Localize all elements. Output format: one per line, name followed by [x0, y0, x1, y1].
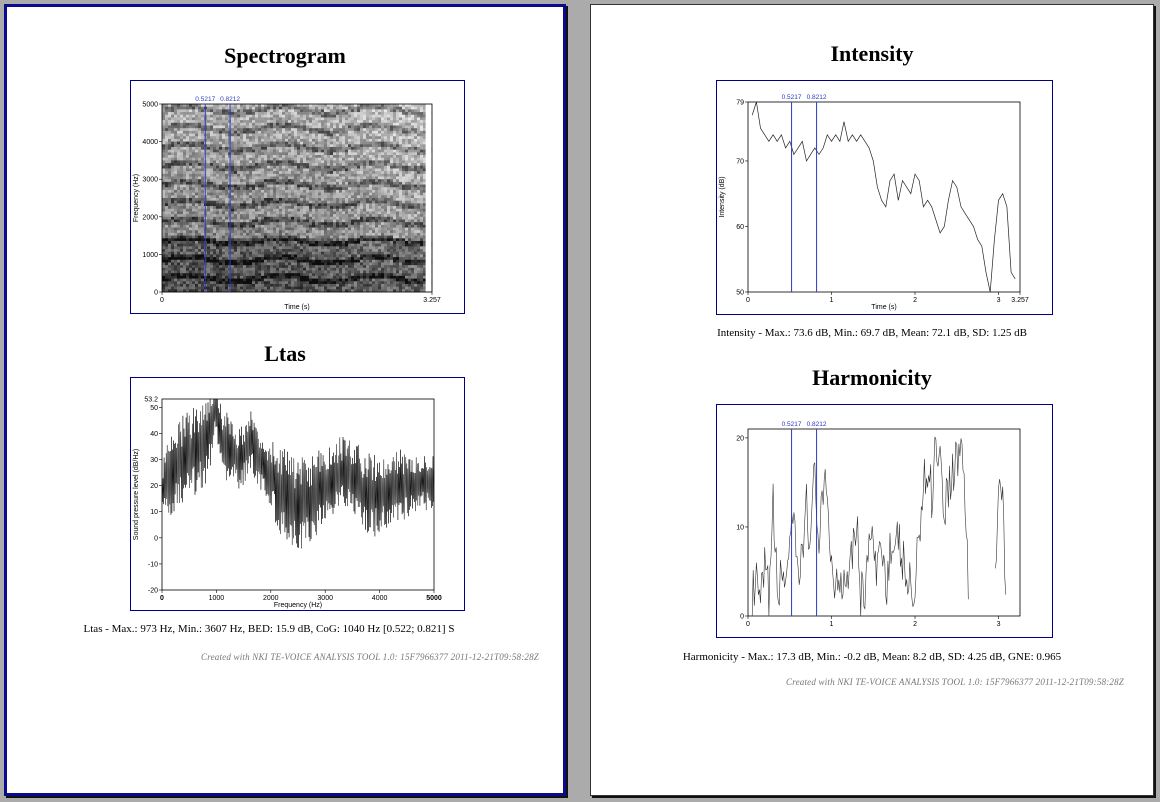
x-tick-label: 2	[913, 621, 917, 628]
y-tick-label: 60	[736, 224, 744, 231]
x-tick-label: 0	[746, 621, 750, 628]
y-tick-label: 5000	[142, 102, 158, 109]
y-tick-label: 30	[150, 457, 158, 464]
plot-area-border	[747, 101, 1021, 293]
y-tick-label: 0	[740, 614, 744, 621]
ltas-title: Ltas	[264, 341, 306, 366]
time-marker-label: 0.5217	[782, 94, 802, 101]
y-tick-label: 0	[154, 290, 158, 297]
x-axis-label: Frequency (Hz)	[274, 602, 322, 609]
x-tick-label: 3000	[317, 595, 333, 602]
spectrogram-frame: 0 1000 2000 3000 4000 5000 0 3.257 Time (s) Frequ…	[130, 80, 465, 314]
x-axis-label: Time (s)	[871, 304, 896, 311]
x-tick-label: 3	[997, 621, 1001, 628]
x-tick-label: 0	[746, 297, 750, 304]
x-tick-label: 2000	[263, 595, 279, 602]
harmonicity-title: Harmonicity	[812, 365, 932, 390]
y-tick-label: 20	[150, 483, 158, 490]
x-tick-label: 2	[913, 297, 917, 304]
time-marker-label: 0.8212	[807, 421, 827, 428]
intensity-title: Intensity	[830, 41, 914, 66]
intensity-chart: 50 60 70 79 0 1 2 3 3.257 Time (s) Intensity (dB) 0…	[719, 94, 1029, 311]
y-max-label: 53.2	[144, 397, 158, 404]
y-tick-label: 20	[736, 435, 744, 442]
harmonicity-stats: Harmonicity - Max.: 17.3 dB, Min.: -0.2 …	[682, 651, 1062, 663]
report-page-right: Intensity 50 60 70 79 0 1 2 3 3.257 Time (s) Inten…	[590, 4, 1154, 796]
x-tick-label: 1	[830, 297, 834, 304]
x-tick-label: 1000	[209, 595, 225, 602]
plot-area-border	[161, 398, 435, 591]
intensity-stats: Intensity - Max.: 73.6 dB, Min.: 69.7 dB…	[717, 327, 1027, 339]
x-tick-label: 4000	[372, 595, 388, 602]
y-tick-label: 3000	[142, 177, 158, 184]
ltas-series-line	[161, 398, 435, 549]
y-tick-label: 10	[150, 509, 158, 516]
x-tick-label: 5000	[426, 595, 442, 602]
time-marker-label: 0.5217	[782, 421, 802, 428]
y-axis-label: Sound pressure level (dB/Hz)	[133, 449, 140, 540]
x-axis-label: Time (s)	[284, 304, 309, 311]
y-tick-label: 1000	[142, 252, 158, 259]
y-tick-label: 50	[150, 405, 158, 412]
time-marker-label: 0.5217	[195, 96, 215, 103]
y-tick-label: 79	[736, 100, 744, 107]
y-tick-label: 10	[736, 524, 744, 531]
ltas-credit: Created with NKI TE-VOICE ANALYSIS TOOL …	[201, 652, 540, 662]
ltas-frame: -20 -10 0 10 20 30 40 50 53.2 0 1000 2000 3000 4000 50…	[130, 377, 465, 611]
y-tick-label: 70	[736, 158, 744, 165]
y-tick-label: 2000	[142, 214, 158, 221]
y-tick-label: 4000	[142, 139, 158, 146]
y-tick-label: -20	[148, 588, 158, 595]
x-tick-label: 3.257	[1011, 297, 1029, 304]
spectrogram-image	[162, 104, 433, 293]
harmonicity-credit: Created with NKI TE-VOICE ANALYSIS TOOL …	[786, 677, 1125, 687]
report-page-left: Spectrogram 0 1000 2000 3000 4000 5000 0 3.257 T…	[4, 4, 566, 796]
spectrogram-title: Spectrogram	[224, 43, 346, 68]
time-marker-label: 0.8212	[807, 94, 827, 101]
intensity-series-line	[751, 101, 1016, 293]
y-tick-label: 50	[736, 290, 744, 297]
plot-area-border	[747, 428, 1021, 617]
spectrogram-silence	[425, 104, 432, 292]
x-tick-label: 0	[160, 595, 164, 602]
x-tick-label: 3.257	[423, 297, 441, 304]
plot-area-border	[161, 103, 433, 293]
y-axis-label: Intensity (dB)	[719, 176, 726, 217]
y-tick-label: 0	[154, 535, 158, 542]
harmonicity-chart: 0 10 20 0 1 2 3 0.5217 0.8212	[736, 421, 1021, 628]
harmonicity-series-segment	[751, 436, 969, 617]
spectrogram-chart: 0 1000 2000 3000 4000 5000 0 3.257 Time (s) Frequ…	[133, 96, 441, 311]
time-marker-label: 0.8212	[220, 96, 240, 103]
harmonicity-frame: 0 10 20 0 1 2 3 0.5217 0.8212	[716, 404, 1053, 638]
y-tick-label: -10	[148, 561, 158, 568]
x-tick-label: 3	[997, 297, 1001, 304]
y-axis-label: Frequency (Hz)	[133, 174, 140, 222]
harmonicity-series-segment	[995, 479, 1007, 595]
intensity-frame: 50 60 70 79 0 1 2 3 3.257 Time (s) Intensity (dB) 0…	[716, 80, 1053, 315]
x-tick-label: 0	[160, 297, 164, 304]
x-tick-label: 1	[830, 621, 834, 628]
ltas-stats: Ltas - Max.: 973 Hz, Min.: 3607 Hz, BED:…	[83, 623, 455, 635]
y-tick-label: 40	[150, 431, 158, 438]
